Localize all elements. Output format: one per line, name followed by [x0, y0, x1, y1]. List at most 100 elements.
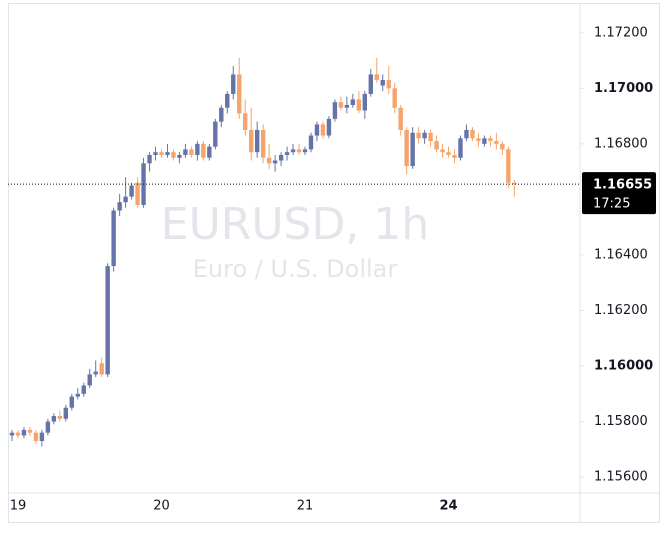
x-tick-label: 21: [297, 499, 314, 514]
candle-body: [452, 154, 457, 158]
candle-body: [237, 74, 242, 114]
candle-body: [219, 107, 224, 122]
watermark-symbol: EURUSD, 1h: [161, 199, 429, 250]
candle-body: [392, 88, 397, 108]
candle-body: [416, 132, 421, 139]
candle-body: [21, 429, 27, 436]
candle-body: [243, 113, 248, 130]
y-tick-label: 1.16800: [594, 136, 648, 151]
y-tick-label: 1.16400: [594, 247, 648, 262]
last-price-box: [582, 172, 656, 215]
candle-body: [350, 99, 356, 105]
candle-body: [111, 210, 116, 267]
candle-body: [57, 416, 63, 419]
candle-body: [51, 416, 57, 422]
candle-body: [410, 132, 415, 167]
candle-body: [476, 138, 481, 142]
candle-body: [207, 146, 212, 158]
y-tick-label: 1.16200: [594, 303, 648, 318]
candle-body: [117, 202, 122, 211]
candle-body: [9, 432, 15, 436]
watermark-description: Euro / U.S. Dollar: [193, 255, 398, 283]
y-tick-label: 1.15800: [594, 414, 648, 429]
x-tick-label: 19: [10, 499, 27, 514]
candle-body: [272, 160, 278, 164]
candle-body: [512, 182, 517, 185]
candle-body: [404, 129, 409, 167]
candle-body: [338, 102, 344, 108]
candle-body: [314, 124, 320, 136]
last-price-label: 1.16655: [593, 178, 652, 193]
candle-body: [440, 149, 445, 153]
candle-body: [260, 129, 266, 158]
candle-body: [231, 74, 236, 94]
candle-body: [105, 266, 110, 375]
y-tick-label: 1.17200: [594, 25, 648, 40]
candle-body: [434, 141, 439, 150]
candle-body: [494, 141, 499, 144]
candle-body: [446, 152, 451, 155]
candle-body: [362, 93, 368, 111]
candle-body: [123, 196, 128, 203]
candle-body: [296, 149, 302, 153]
candle-body: [482, 138, 487, 144]
candle-body: [75, 393, 80, 397]
candle-body: [284, 152, 290, 155]
candle-body: [135, 182, 140, 205]
candle-body: [195, 143, 200, 155]
candle-body: [39, 432, 45, 442]
candle-body: [99, 363, 104, 375]
candle-body: [189, 149, 194, 155]
chart-frame: [8, 3, 660, 523]
candle-body: [380, 79, 385, 86]
candle-body: [93, 371, 98, 375]
candle-body: [320, 124, 326, 136]
x-tick-label: 20: [153, 499, 170, 514]
candle-body: [422, 132, 427, 139]
candle-body: [81, 385, 86, 394]
candle-body: [374, 74, 379, 80]
candle-body: [290, 149, 296, 153]
candle-body: [500, 143, 505, 150]
candle-body: [356, 99, 362, 111]
candle-body: [15, 432, 21, 436]
candle-body: [27, 429, 33, 433]
candle-body: [171, 152, 176, 158]
candle-body: [63, 407, 69, 419]
candle-body: [248, 129, 254, 153]
candle-body: [69, 396, 74, 408]
candle-body: [428, 132, 433, 142]
y-tick-label: 1.17000: [594, 81, 653, 96]
candle-body: [159, 152, 164, 155]
candle-body: [488, 138, 493, 142]
candle-body: [470, 129, 475, 139]
candle-body: [302, 149, 308, 153]
countdown-label: 17:25: [593, 197, 630, 212]
candle-body: [332, 102, 338, 119]
candle-body: [386, 79, 391, 89]
y-tick-label: 1.15600: [594, 470, 648, 485]
candle-body: [225, 93, 230, 108]
candle-body: [201, 143, 206, 158]
candle-body: [326, 118, 332, 136]
candle-body: [464, 129, 469, 139]
candle-body: [278, 154, 284, 161]
candle-body: [308, 135, 314, 150]
candle-body: [398, 107, 403, 130]
candle-body: [266, 157, 272, 164]
candle-body: [344, 104, 350, 108]
candle-body: [506, 149, 511, 183]
candle-body: [183, 149, 188, 155]
candle-body: [213, 121, 218, 147]
y-tick-label: 1.16000: [594, 359, 653, 374]
candle-body: [458, 138, 463, 158]
candle-body: [165, 152, 170, 155]
candle-body: [254, 129, 260, 153]
candle-body: [147, 154, 152, 164]
candle-body: [87, 374, 92, 386]
candle-body: [177, 154, 182, 158]
candle-body: [368, 74, 373, 94]
candle-body: [33, 432, 39, 442]
candle-body: [129, 185, 134, 197]
